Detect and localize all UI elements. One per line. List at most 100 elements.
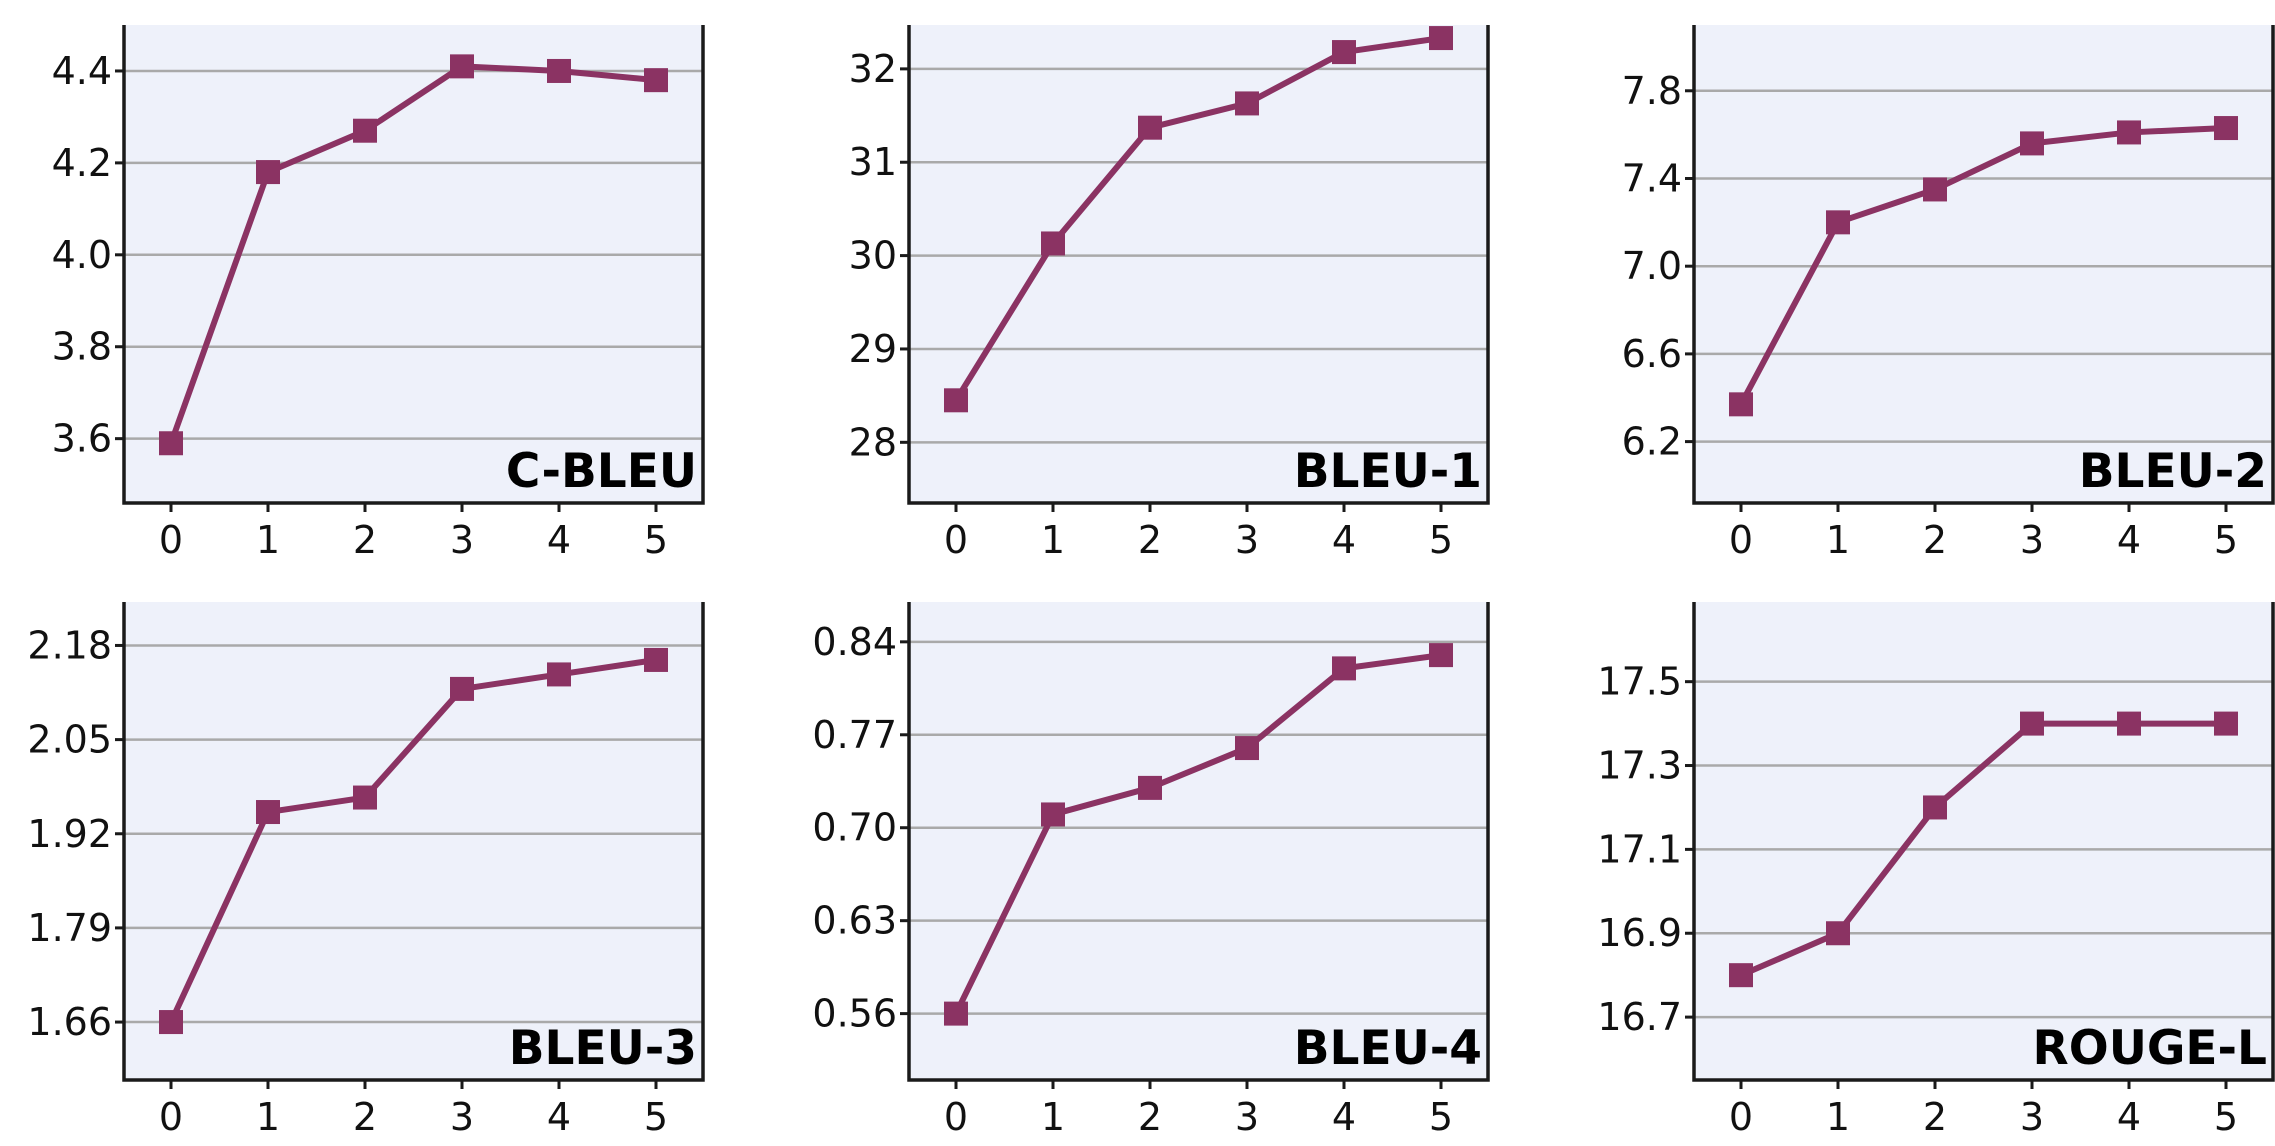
data-point-marker xyxy=(1235,91,1259,116)
chart-panel: 28 29 30 31 32 0 1 2 3 4 5 BLEU-1 xyxy=(849,25,1490,562)
data-point-marker xyxy=(256,160,280,185)
data-point-marker xyxy=(1923,795,1947,820)
y-tick-label: 6.2 xyxy=(1622,420,1682,464)
x-tick-label: 2 xyxy=(353,518,377,562)
data-point-marker xyxy=(1138,115,1162,140)
y-tick-label: 7.4 xyxy=(1622,156,1682,200)
chart-panel: 3.6 3.8 4.0 4.2 4.4 0 1 2 3 4 5 C-BLEU xyxy=(52,25,705,562)
series-line xyxy=(1738,125,2227,406)
x-tick-label: 5 xyxy=(2214,1095,2238,1139)
data-point-marker xyxy=(1923,177,1947,202)
plot-background xyxy=(909,602,1488,1080)
y-tick-label: 4.2 xyxy=(52,141,112,185)
chart-panel: 16.7 16.9 17.1 17.3 17.5 0 1 2 3 4 5 ROUGE-L xyxy=(1597,602,2275,1139)
data-point-marker xyxy=(2117,120,2141,145)
data-point-marker xyxy=(547,662,571,687)
data-point-marker xyxy=(1332,40,1356,65)
y-tick-label: 6.6 xyxy=(1622,332,1682,376)
series-line xyxy=(1739,720,2226,978)
x-tick-label: 5 xyxy=(644,1095,668,1139)
plot-background xyxy=(124,25,703,503)
data-point-marker xyxy=(159,1010,183,1035)
data-point-marker xyxy=(256,800,280,825)
data-point-marker xyxy=(1729,963,1753,988)
x-tick-label: 0 xyxy=(159,518,183,562)
panel-title: BLEU-4 xyxy=(1294,1021,1482,1076)
x-tick-label: 3 xyxy=(450,518,474,562)
data-point-marker xyxy=(2214,711,2238,736)
series-line xyxy=(168,656,657,1024)
y-tick-label: 0.63 xyxy=(812,899,897,943)
data-point-marker xyxy=(450,54,474,79)
data-point-marker xyxy=(2020,711,2044,736)
x-tick-label: 1 xyxy=(256,518,280,562)
y-tick-label: 29 xyxy=(849,327,897,371)
panel-title: BLEU-2 xyxy=(2079,444,2267,499)
data-point-marker xyxy=(450,676,474,701)
chart-panel: 0.56 0.63 0.70 0.77 0.84 0 1 2 3 4 5 BLEU-4 xyxy=(812,602,1490,1139)
axis-frame xyxy=(1692,602,2275,1082)
x-tick-label: 5 xyxy=(644,518,668,562)
axis-frame xyxy=(907,602,1490,1082)
series-line xyxy=(168,63,657,445)
y-tick-label: 16.9 xyxy=(1597,911,1682,955)
y-tick-label: 32 xyxy=(849,47,897,91)
x-tick-label: 4 xyxy=(2117,518,2141,562)
x-tick-label: 3 xyxy=(2020,518,2044,562)
x-tick-label: 2 xyxy=(353,1095,377,1139)
y-tick-label: 1.92 xyxy=(27,812,112,856)
data-point-marker xyxy=(2214,116,2238,141)
x-tick-label: 1 xyxy=(1041,518,1065,562)
plot-background xyxy=(1694,602,2273,1080)
data-point-marker xyxy=(353,785,377,810)
y-tick-label: 0.77 xyxy=(812,713,897,757)
series-line xyxy=(953,652,1442,1015)
panel-title: BLEU-3 xyxy=(509,1021,697,1076)
x-tick-label: 3 xyxy=(450,1095,474,1139)
y-tick-label: 7.8 xyxy=(1622,69,1682,113)
panel-title: BLEU-1 xyxy=(1294,444,1482,499)
x-tick-label: 5 xyxy=(1429,1095,1453,1139)
axis-frame xyxy=(907,25,1490,505)
x-tick-label: 2 xyxy=(1923,1095,1947,1139)
y-tick-label: 0.84 xyxy=(812,620,897,664)
panel-title: C-BLEU xyxy=(506,444,697,499)
y-tick-label: 1.66 xyxy=(27,1000,112,1044)
x-tick-label: 4 xyxy=(547,1095,571,1139)
series-line xyxy=(953,35,1442,402)
x-tick-label: 4 xyxy=(2117,1095,2141,1139)
y-tick-label: 30 xyxy=(849,234,897,278)
plot-background xyxy=(1694,25,2273,503)
data-point-marker xyxy=(159,431,183,456)
axis-frame xyxy=(1692,25,2275,505)
x-tick-label: 2 xyxy=(1923,518,1947,562)
data-point-marker xyxy=(944,1001,968,1026)
data-point-marker xyxy=(2117,711,2141,736)
x-tick-label: 5 xyxy=(2214,518,2238,562)
x-tick-label: 3 xyxy=(1235,1095,1259,1139)
chart-panel: 1.66 1.79 1.92 2.05 2.18 0 1 2 3 4 5 BLEU-3 xyxy=(27,602,705,1139)
x-tick-label: 1 xyxy=(1826,518,1850,562)
data-point-marker xyxy=(1041,802,1065,827)
x-tick-label: 2 xyxy=(1138,1095,1162,1139)
y-tick-label: 0.56 xyxy=(812,992,897,1036)
x-tick-label: 1 xyxy=(256,1095,280,1139)
y-tick-label: 16.7 xyxy=(1597,995,1682,1039)
x-tick-label: 5 xyxy=(1429,518,1453,562)
x-tick-label: 0 xyxy=(159,1095,183,1139)
data-point-marker xyxy=(547,58,571,83)
data-point-marker xyxy=(1041,231,1065,256)
data-point-marker xyxy=(644,647,668,672)
data-point-marker xyxy=(1826,921,1850,946)
x-tick-label: 4 xyxy=(1332,1095,1356,1139)
data-point-marker xyxy=(1332,656,1356,681)
y-tick-label: 2.05 xyxy=(27,718,112,762)
data-point-marker xyxy=(644,68,668,93)
data-point-marker xyxy=(1729,392,1753,417)
x-tick-label: 0 xyxy=(944,1095,968,1139)
data-point-marker xyxy=(1826,210,1850,235)
x-tick-label: 0 xyxy=(1729,1095,1753,1139)
x-tick-label: 1 xyxy=(1041,1095,1065,1139)
y-tick-label: 3.6 xyxy=(52,417,112,461)
